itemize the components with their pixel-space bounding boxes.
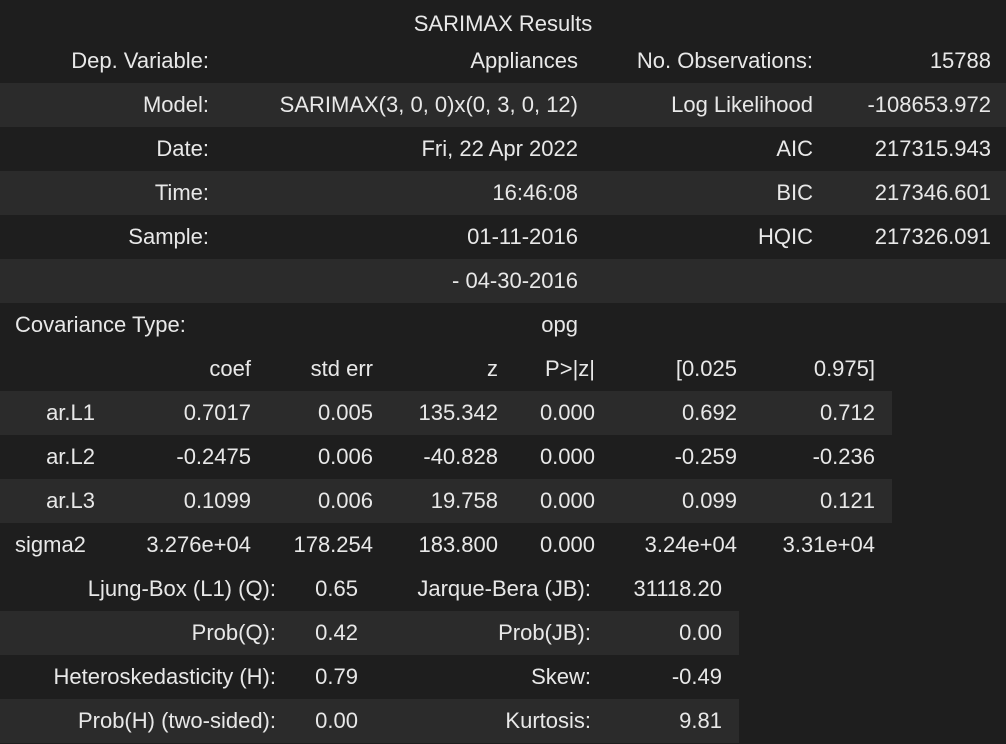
diag-row: Ljung-Box (L1) (Q): 0.65 Jarque-Bera (JB):…	[0, 567, 739, 611]
info-row: Dep. Variable: Appliances No. Observations…	[0, 39, 1006, 83]
diag-label: Kurtosis:	[505, 708, 591, 733]
info-label: Dep. Variable:	[71, 48, 209, 73]
info-label	[578, 259, 813, 303]
coef-param-name: ar.L2	[46, 444, 95, 469]
info-label: Model:	[142, 92, 209, 117]
diag-value: 0.79	[315, 664, 358, 689]
info-label: BIC	[776, 180, 813, 205]
coef-cell: 0.005	[317, 400, 373, 425]
diag-label: Ljung-Box (L1) (Q):	[87, 576, 276, 601]
coef-row: ar.L3 0.1099 0.006 19.758 0.000 0.099 0.121	[0, 479, 892, 523]
coef-header-cell: 0.975]	[813, 356, 875, 381]
coef-cell: 0.000	[539, 400, 595, 425]
info-value	[813, 259, 991, 303]
info-label	[0, 259, 209, 303]
coef-cell: 0.121	[819, 488, 875, 513]
coef-param-name: ar.L1	[46, 400, 95, 425]
coef-header-row: coef std err z P>|z| [0.025 0.975]	[0, 347, 892, 391]
coef-param-name: sigma2	[15, 532, 86, 557]
diag-row: Prob(Q): 0.42 Prob(JB): 0.00	[0, 611, 739, 655]
coef-header-cell: P>|z|	[545, 356, 595, 381]
coef-cell: -0.236	[812, 444, 875, 469]
info-value: -108653.972	[867, 92, 991, 117]
info-label: AIC	[776, 136, 813, 161]
info-row: Model: SARIMAX(3, 0, 0)x(0, 3, 0, 12) Log …	[0, 83, 1006, 127]
info-label: Date:	[156, 136, 209, 161]
diag-label: Prob(Q):	[191, 620, 276, 645]
coef-cell: -40.828	[423, 444, 498, 469]
coef-cell: 135.342	[418, 400, 498, 425]
covariance-label: Covariance Type:	[15, 312, 186, 337]
covariance-row: Covariance Type: opg	[0, 303, 1006, 347]
diag-value: 31118.20	[633, 576, 723, 601]
coef-header-cell: coef	[209, 356, 251, 381]
info-value: 217326.091	[874, 224, 991, 249]
coef-row: ar.L1 0.7017 0.005 135.342 0.000 0.692 0.712	[0, 391, 892, 435]
coef-cell: 0.1099	[183, 488, 251, 513]
coef-cell: 0.692	[681, 400, 737, 425]
info-value: 16:46:08	[492, 180, 578, 205]
diag-row: Prob(H) (two-sided): 0.00 Kurtosis: 9.81	[0, 699, 739, 743]
diag-label: Prob(JB):	[498, 620, 591, 645]
diag-value: 9.81	[679, 708, 722, 733]
coef-cell: 0.006	[317, 488, 373, 513]
info-value: - 04-30-2016	[452, 268, 578, 293]
info-value: Appliances	[470, 48, 578, 73]
diag-label: Heteroskedasticity (H):	[53, 664, 276, 689]
info-row: - 04-30-2016	[0, 259, 1006, 303]
diag-value: 0.00	[315, 708, 358, 733]
diag-value: 0.65	[315, 576, 358, 601]
coef-row: ar.L2 -0.2475 0.006 -40.828 0.000 -0.259 -0.23…	[0, 435, 892, 479]
info-label: Time:	[154, 180, 209, 205]
coef-header-cell: [0.025	[675, 356, 737, 381]
info-value: Fri, 22 Apr 2022	[421, 136, 578, 161]
info-value: 15788	[929, 48, 991, 73]
diag-label: Prob(H) (two-sided):	[77, 708, 276, 733]
table-caption: SARIMAX Results	[413, 11, 593, 36]
info-row: Date: Fri, 22 Apr 2022 AIC 217315.943	[0, 127, 1006, 171]
coef-header-cell: std err	[310, 356, 373, 381]
info-value: 01-11-2016	[467, 224, 578, 249]
coef-cell: 0.099	[681, 488, 737, 513]
info-row: Sample: 01-11-2016 HQIC 217326.091	[0, 215, 1006, 259]
coef-cell: 0.712	[819, 400, 875, 425]
coef-cell: 178.254	[293, 532, 373, 557]
coef-cell: -0.259	[674, 444, 737, 469]
coef-cell: 0.000	[539, 488, 595, 513]
info-row: Time: 16:46:08 BIC 217346.601	[0, 171, 1006, 215]
info-label: Sample:	[128, 224, 209, 249]
info-value: 217315.943	[874, 136, 991, 161]
coef-cell: 0.000	[539, 532, 595, 557]
info-value: SARIMAX(3, 0, 0)x(0, 3, 0, 12)	[279, 92, 578, 117]
diag-value: 0.00	[679, 620, 722, 645]
info-label: No. Observations:	[636, 48, 813, 73]
diag-label: Jarque-Bera (JB):	[417, 576, 591, 601]
coef-cell: 3.31e+04	[782, 532, 875, 557]
covariance-value: opg	[541, 312, 578, 337]
info-label: HQIC	[758, 224, 813, 249]
coef-cell: 19.758	[430, 488, 498, 513]
diag-label: Skew:	[531, 664, 591, 689]
coef-cell: 3.276e+04	[146, 532, 251, 557]
coef-cell: 0.000	[539, 444, 595, 469]
info-label: Log Likelihood	[671, 92, 813, 117]
diag-value: -0.49	[671, 664, 722, 689]
coef-cell: 183.800	[418, 532, 498, 557]
coef-param-name: ar.L3	[46, 488, 95, 513]
diag-value: 0.42	[315, 620, 358, 645]
coef-cell: 3.24e+04	[644, 532, 737, 557]
coef-cell: 0.006	[317, 444, 373, 469]
coef-cell: -0.2475	[176, 444, 251, 469]
coef-row: sigma2 3.276e+04 178.254 183.800 0.000 3.24e+…	[0, 523, 892, 567]
info-value: 217346.601	[874, 180, 991, 205]
coef-header-cell: z	[487, 356, 498, 381]
diag-row: Heteroskedasticity (H): 0.79 Skew: -0.49	[0, 655, 739, 699]
coef-cell: 0.7017	[183, 400, 251, 425]
